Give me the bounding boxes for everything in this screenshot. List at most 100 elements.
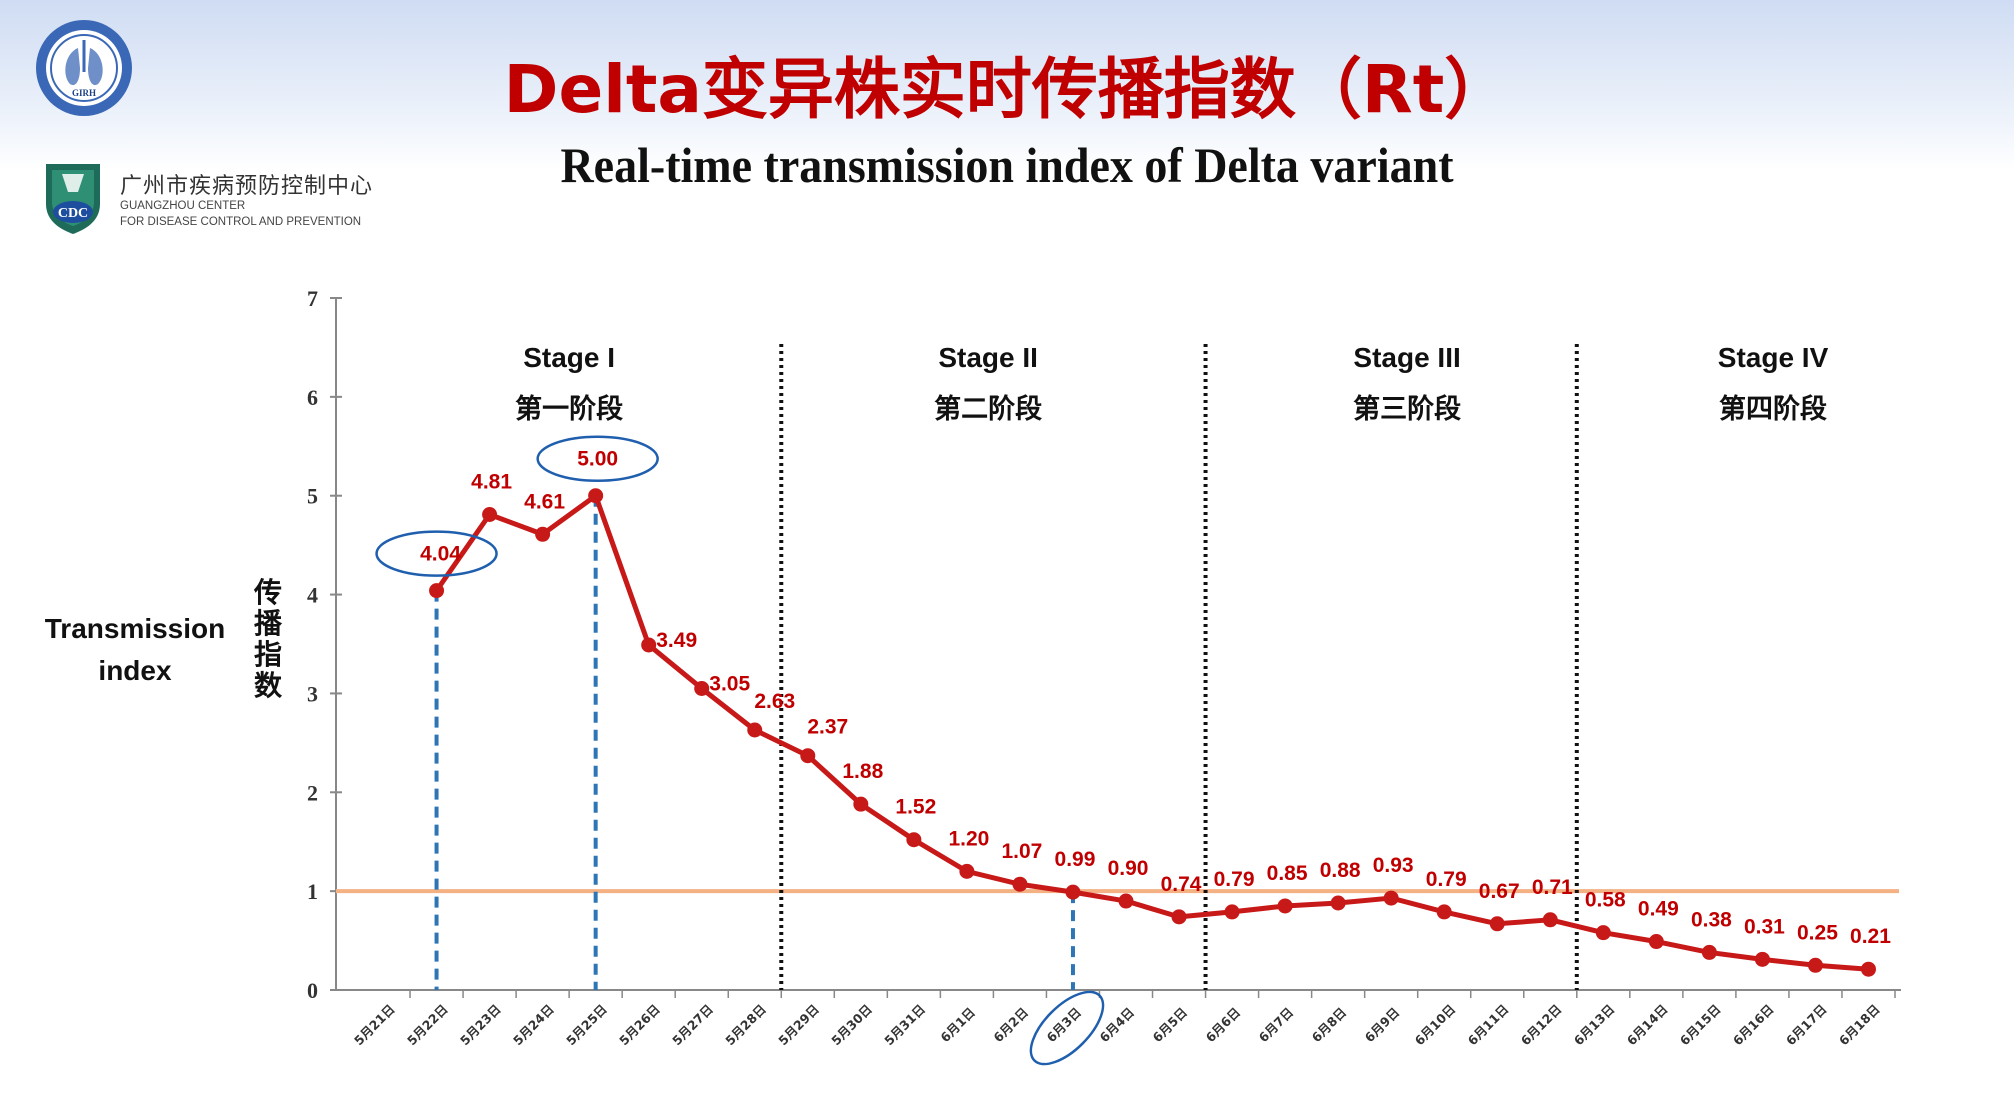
rt-data-label: 5.00 bbox=[577, 448, 618, 471]
x-tick-label: 6月7日 bbox=[1256, 1005, 1297, 1046]
transmission-index-label: Transmission index bbox=[30, 608, 240, 692]
rt-data-point bbox=[535, 526, 551, 542]
rt-data-label: 0.90 bbox=[1108, 857, 1149, 880]
cdc-name-en-line2: FOR DISEASE CONTROL AND PREVENTION bbox=[120, 216, 362, 228]
x-tick-label: 6月14日 bbox=[1624, 1001, 1671, 1048]
rt-data-point bbox=[800, 748, 816, 764]
stage-label-en: Stage IV bbox=[1718, 342, 1829, 373]
stage-label-cn: 第四阶段 bbox=[1719, 393, 1827, 425]
stage-label-en: Stage I bbox=[523, 342, 615, 373]
svg-text:CDC: CDC bbox=[58, 206, 88, 221]
rt-data-point bbox=[1542, 912, 1558, 928]
rt-data-label: 4.04 bbox=[420, 543, 461, 566]
rt-data-label: 1.20 bbox=[948, 827, 989, 850]
rt-data-point bbox=[1065, 884, 1081, 900]
rt-data-point bbox=[1277, 898, 1293, 914]
rt-data-point bbox=[1754, 951, 1770, 967]
rt-data-point bbox=[1330, 895, 1346, 911]
y-axis-title-char: 播 bbox=[254, 607, 283, 640]
x-tick-label: 6月13日 bbox=[1571, 1001, 1618, 1048]
x-tick-label: 5月22日 bbox=[404, 1001, 451, 1048]
x-tick-label: 6月8日 bbox=[1309, 1005, 1350, 1046]
rt-data-point bbox=[1807, 957, 1823, 973]
x-tick-label: 6月11日 bbox=[1465, 1001, 1512, 1048]
rt-data-point bbox=[482, 506, 498, 522]
x-tick-label: 6月10日 bbox=[1412, 1001, 1459, 1048]
stage-label-cn: 第一阶段 bbox=[515, 393, 623, 425]
x-tick-label: 5月25日 bbox=[563, 1001, 610, 1048]
x-tick-label: 6月3日 bbox=[1043, 1005, 1084, 1046]
stage-label-en: Stage III bbox=[1353, 342, 1460, 373]
x-tick-label: 6月17日 bbox=[1783, 1001, 1830, 1048]
stage-label-cn: 第三阶段 bbox=[1353, 393, 1461, 425]
rt-data-label: 0.85 bbox=[1267, 862, 1308, 885]
rt-data-point bbox=[1595, 925, 1611, 941]
y-tick-label: 3 bbox=[307, 681, 318, 706]
cdc-logo: CDC 广州市疾病预防控制中心 GUANGZHOU CENTER FOR DIS… bbox=[40, 158, 400, 238]
side-label-line1: Transmission bbox=[44, 613, 226, 644]
y-axis-title-char: 传 bbox=[253, 576, 282, 609]
rt-data-point bbox=[853, 796, 869, 812]
rt-data-point bbox=[959, 863, 975, 879]
x-tick-label: 6月9日 bbox=[1362, 1005, 1403, 1046]
rt-data-point bbox=[588, 488, 604, 504]
x-tick-label: 6月12日 bbox=[1518, 1001, 1565, 1048]
rt-data-point bbox=[1489, 916, 1505, 932]
x-tick-label: 6月5日 bbox=[1150, 1005, 1191, 1046]
rt-data-label: 0.38 bbox=[1691, 908, 1732, 931]
rt-data-label: 0.25 bbox=[1797, 921, 1838, 944]
rt-data-point bbox=[694, 680, 710, 696]
x-tick-label: 6月18日 bbox=[1836, 1001, 1883, 1048]
rt-data-label: 3.49 bbox=[656, 629, 697, 652]
rt-data-label: 0.71 bbox=[1532, 876, 1573, 899]
rt-data-point bbox=[1224, 904, 1240, 920]
rt-data-point bbox=[1701, 944, 1717, 960]
rt-data-label: 0.88 bbox=[1320, 859, 1361, 882]
highlight-ellipse-date bbox=[1029, 990, 1105, 1066]
rt-data-label: 0.49 bbox=[1638, 898, 1679, 921]
y-axis-title-char: 数 bbox=[254, 669, 283, 702]
rt-data-point bbox=[1171, 909, 1187, 925]
x-tick-label: 5月31日 bbox=[881, 1001, 928, 1048]
y-tick-label: 4 bbox=[307, 583, 318, 608]
rt-data-point bbox=[1648, 934, 1664, 950]
rt-data-point bbox=[906, 832, 922, 848]
rt-data-label: 0.79 bbox=[1426, 868, 1467, 891]
rt-data-label: 3.05 bbox=[709, 672, 750, 695]
y-tick-label: 2 bbox=[307, 780, 318, 805]
rt-data-label: 0.31 bbox=[1744, 915, 1785, 938]
rt-data-point bbox=[1383, 890, 1399, 906]
cdc-emblem-icon: CDC bbox=[46, 164, 100, 234]
rt-data-label: 1.88 bbox=[842, 760, 883, 783]
page-title-cn: Delta变异株实时传播指数（Rt） bbox=[503, 51, 1511, 128]
rt-data-label: 4.61 bbox=[524, 490, 565, 513]
y-tick-label: 0 bbox=[307, 978, 318, 1003]
rt-series-line bbox=[434, 493, 1869, 972]
rt-data-point bbox=[1012, 876, 1028, 892]
page-title-en: Real-time transmission index of Delta va… bbox=[560, 137, 1454, 193]
rt-data-label: 0.74 bbox=[1161, 873, 1202, 896]
y-tick-label: 5 bbox=[307, 484, 318, 509]
cdc-name-en-line1: GUANGZHOU CENTER bbox=[120, 200, 246, 212]
rt-data-point bbox=[1860, 961, 1876, 977]
rt-data-point bbox=[1118, 893, 1134, 909]
x-tick-label: 5月26日 bbox=[616, 1001, 663, 1048]
x-tick-label: 5月29日 bbox=[775, 1001, 822, 1048]
rt-data-label: 0.58 bbox=[1585, 889, 1626, 912]
rt-data-label: 0.67 bbox=[1479, 880, 1520, 903]
x-tick-label: 6月1日 bbox=[937, 1005, 978, 1046]
rt-data-label: 2.37 bbox=[807, 716, 848, 739]
highlight-ellipse bbox=[536, 435, 659, 482]
x-tick-label: 6月15日 bbox=[1677, 1001, 1724, 1048]
x-tick-label: 6月6日 bbox=[1203, 1005, 1244, 1046]
x-tick-label: 5月30日 bbox=[828, 1001, 875, 1048]
rt-data-label: 0.93 bbox=[1373, 854, 1414, 877]
x-tick-label: 6月16日 bbox=[1730, 1001, 1777, 1048]
svg-text:GIRH: GIRH bbox=[72, 88, 96, 98]
rt-data-point bbox=[747, 722, 763, 738]
rt-data-label: 1.52 bbox=[895, 796, 936, 819]
x-tick-label: 5月21日 bbox=[351, 1001, 398, 1048]
rt-data-label: 1.07 bbox=[1001, 840, 1042, 863]
y-tick-label: 7 bbox=[307, 286, 318, 311]
